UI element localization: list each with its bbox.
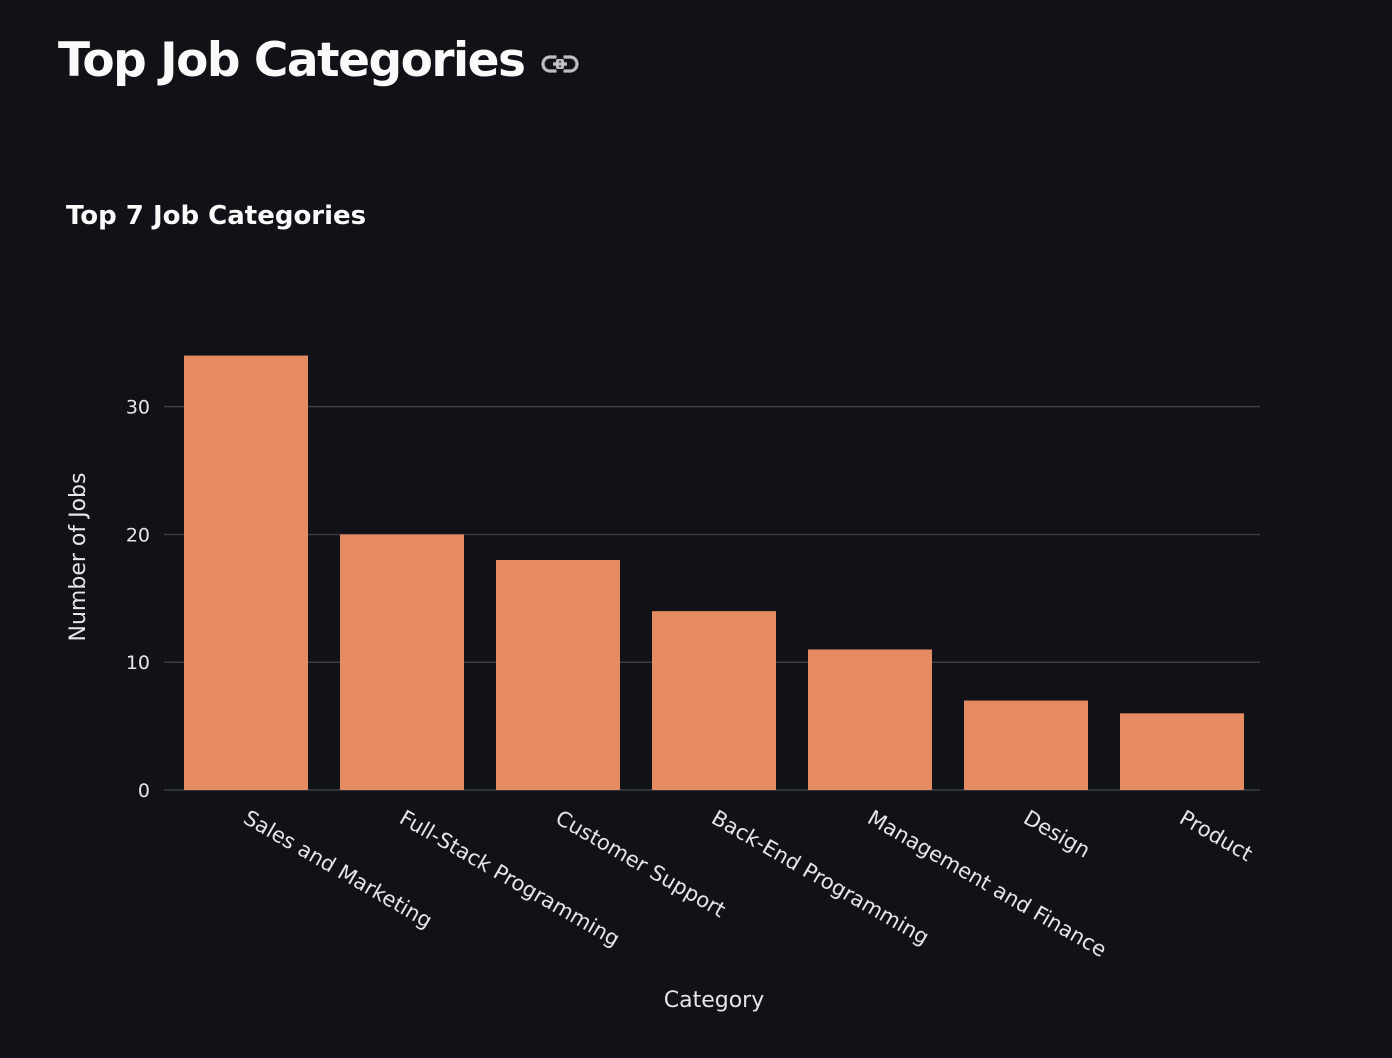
y-tick-label: 20 [126,524,150,546]
page-title: Top Job Categories [58,32,526,88]
bar[interactable] [340,534,464,790]
page-header: Top Job Categories [58,26,579,94]
y-tick-labels: 0 10 20 30 [126,397,150,802]
x-tick-label: Design [1020,806,1095,863]
y-tick-label: 30 [126,397,150,419]
chart-container: Top 7 Job Categories 0 10 20 30 Sales and M… [0,180,1392,1054]
x-tick-label: Product [1176,806,1257,867]
y-tick-label: 0 [138,780,150,802]
y-tick-label: 10 [126,652,150,674]
bars [184,355,1244,790]
x-axis-label: Category [664,988,765,1013]
bar[interactable] [184,355,308,790]
bar-chart: Top 7 Job Categories 0 10 20 30 Sales and M… [66,201,1260,1013]
chart-title: Top 7 Job Categories [66,201,366,231]
bar[interactable] [652,611,776,790]
bar[interactable] [1120,713,1244,790]
bar[interactable] [496,560,620,790]
bar[interactable] [964,700,1088,790]
link-icon[interactable] [540,52,579,76]
y-axis-label: Number of Jobs [66,473,91,642]
bar[interactable] [808,649,932,790]
